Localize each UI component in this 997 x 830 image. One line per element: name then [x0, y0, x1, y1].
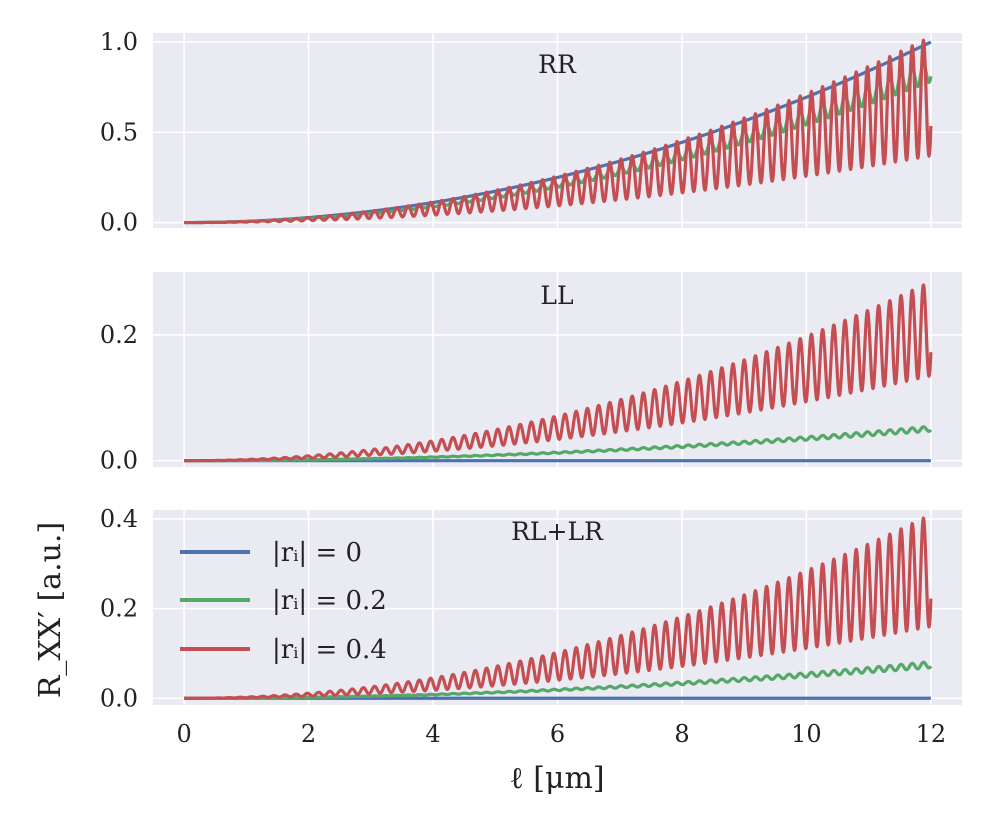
x-tick-label: 10	[791, 720, 822, 748]
x-tick-label: 2	[301, 720, 316, 748]
panel-ll: LL 0.0 0.2	[100, 272, 962, 475]
legend-label-r0: |rᵢ| = 0	[272, 538, 362, 568]
x-tick-label: 12	[916, 720, 947, 748]
panel-rl-lr-ytick-label: 0.0	[100, 684, 138, 712]
x-tick-label: 8	[674, 720, 689, 748]
x-tick-label: 6	[550, 720, 565, 748]
figure: RR 0.0 0.5 1.0 LL 0.0 0.2 RL+LR 0.0 0.2 0.4 |…	[0, 0, 997, 830]
panel-rr-title: RR	[538, 50, 577, 79]
panel-ll-ytick-label: 0.0	[100, 447, 138, 475]
panel-rr-ytick-label: 1.0	[100, 28, 138, 56]
x-tick-label: 0	[176, 720, 191, 748]
panel-rr: RR 0.0 0.5 1.0	[100, 28, 962, 237]
panel-rl-lr-ytick-label: 0.2	[100, 595, 138, 623]
panel-rl-lr-ytick-label: 0.4	[100, 505, 138, 533]
x-tick-labels: 0 2 4 6 8 10 12	[176, 720, 946, 748]
y-axis-label: R_XX′ [a.u.]	[33, 522, 68, 698]
x-tick-label: 4	[425, 720, 440, 748]
panel-rl-lr: RL+LR 0.0 0.2 0.4	[100, 505, 962, 712]
panel-rl-lr-title: RL+LR	[511, 517, 604, 546]
legend-label-r04: |rᵢ| = 0.4	[272, 635, 387, 665]
panel-ll-yticks: 0.0 0.2	[100, 321, 138, 475]
panel-ll-ytick-label: 0.2	[100, 321, 138, 349]
panel-ll-title: LL	[540, 281, 573, 310]
panel-rr-yticks: 0.0 0.5 1.0	[100, 28, 138, 237]
panel-rr-ytick-label: 0.0	[100, 209, 138, 237]
panel-rr-ytick-label: 0.5	[100, 118, 138, 146]
panel-rl-lr-yticks: 0.0 0.2 0.4	[100, 505, 138, 712]
legend-label-r02: |rᵢ| = 0.2	[272, 586, 387, 616]
x-axis-label: ℓ [μm]	[509, 761, 604, 796]
